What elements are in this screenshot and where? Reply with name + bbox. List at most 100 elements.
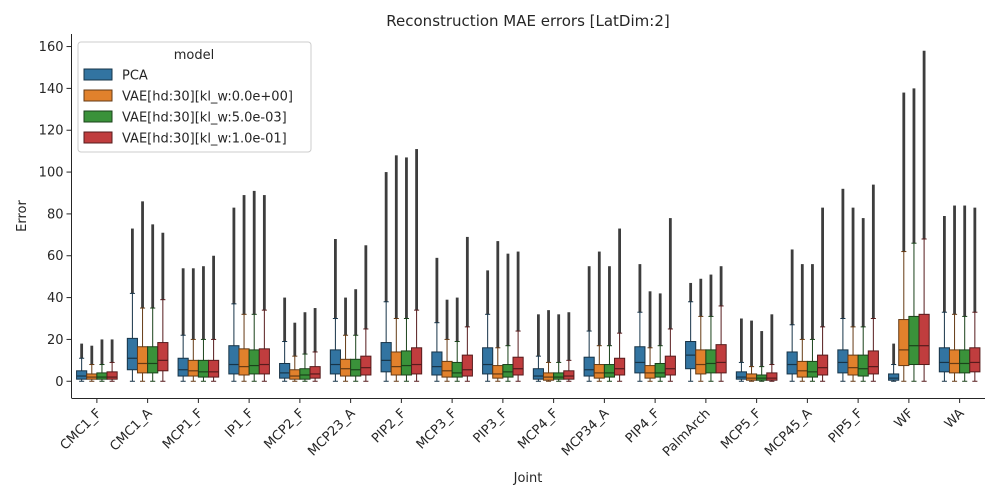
outlier-points: [151, 224, 155, 309]
outlier-points: [496, 241, 500, 348]
y-axis-ticks: 0 20 40 60 80 100 120 140 160: [39, 40, 72, 390]
box-WF-1: [898, 92, 910, 382]
box-CMC1_F-1: [86, 345, 98, 382]
outlier-points: [181, 268, 185, 336]
legend-label: VAE[hd:30][kl_w:1.0e-01]: [122, 132, 287, 147]
box-PIP4_F-1: [644, 291, 656, 382]
box-PIP4_F-0: [634, 264, 646, 382]
iqr-box: [461, 354, 473, 377]
iqr-box: [654, 362, 666, 378]
box-MCP23_A-3: [360, 245, 372, 382]
iqr-box: [360, 355, 372, 376]
x-tick-label: WA: [942, 406, 968, 432]
outlier-points: [668, 218, 672, 329]
box-PIP2_F-1: [390, 155, 402, 382]
iqr-box: [644, 365, 656, 379]
y-tick-label: 120: [39, 124, 64, 139]
outlier-points: [963, 205, 967, 317]
box-WF-0: [888, 343, 900, 382]
outlier-points: [100, 339, 104, 365]
iqr-box: [735, 371, 747, 380]
x-tick-label: MCP3_F: [414, 406, 460, 452]
iqr-box: [157, 342, 169, 372]
iqr-box: [908, 315, 920, 366]
outlier-points: [303, 312, 307, 355]
iqr-box: [177, 357, 189, 377]
x-tick-label: MCP34_A: [559, 406, 612, 459]
x-tick-label: MCP23_A: [305, 406, 358, 459]
box-PIP3_F-0: [482, 270, 494, 382]
iqr-box: [634, 346, 646, 374]
x-tick-label: PIP4_F: [623, 406, 663, 446]
outlier-points: [313, 308, 317, 352]
iqr-box: [593, 364, 605, 379]
box-WA-3: [969, 207, 981, 382]
box-IP1_F-3: [258, 195, 270, 382]
legend: model PCA VAE[hd:30][kl_w:0.0e+00] VAE[hd:…: [77, 41, 312, 153]
outlier-points: [851, 207, 855, 327]
iqr-box: [208, 359, 220, 378]
box-MCP1_F-2: [197, 266, 210, 382]
iqr-box: [806, 360, 819, 378]
box-MCP34_A-1: [593, 251, 605, 382]
iqr-box: [603, 364, 616, 378]
plot-area: [76, 50, 981, 382]
outlier-points: [902, 92, 906, 252]
box-MCP23_A-2: [350, 289, 362, 382]
outlier-points: [648, 291, 652, 348]
iqr-box: [400, 350, 413, 376]
box-WA-0: [938, 216, 950, 382]
iqr-box: [106, 371, 118, 380]
outlier-points: [608, 266, 611, 346]
outlier-points: [587, 266, 591, 332]
box-PalmArch-2: [705, 274, 717, 382]
outlier-points: [557, 314, 561, 363]
iqr-box: [614, 357, 626, 376]
box-CMC1_A-0: [126, 228, 138, 382]
outlier-points: [567, 312, 571, 361]
outlier-points: [811, 264, 814, 340]
iqr-box: [187, 359, 199, 377]
legend-frame: [77, 41, 312, 153]
outlier-points: [262, 195, 266, 311]
outlier-points: [689, 282, 693, 302]
iqr-box: [715, 344, 727, 374]
outlier-points: [202, 266, 205, 340]
iqr-box: [228, 345, 240, 375]
box-MCP4_F-3: [563, 312, 575, 382]
outlier-points: [232, 207, 236, 304]
outlier-points: [841, 188, 845, 319]
iqr-box: [817, 354, 829, 376]
box-CMC1_A-2: [147, 224, 159, 382]
outlier-points: [486, 270, 490, 315]
box-MCP3_F-0: [431, 257, 443, 382]
box-MCP4_F-2: [553, 314, 565, 382]
x-tick-label: PIP5_F: [826, 406, 866, 446]
outlier-points: [740, 318, 743, 363]
box-MCP45_A-3: [817, 207, 829, 382]
outlier-points: [709, 274, 713, 317]
outlier-points: [770, 314, 774, 365]
box-CMC1_A-3: [157, 232, 169, 382]
x-tick-label: MCP4_F: [515, 406, 561, 452]
box-MCP45_A-1: [796, 264, 808, 382]
box-PIP2_F-3: [411, 149, 423, 382]
outlier-points: [638, 264, 642, 313]
x-tick-label: MCP1_F: [160, 406, 206, 452]
y-tick-label: 60: [47, 249, 64, 264]
box-MCP1_F-1: [187, 268, 199, 382]
outlier-points: [455, 297, 459, 342]
x-tick-label: MCP45_A: [762, 406, 815, 459]
iqr-box: [847, 354, 859, 376]
outlier-points: [943, 216, 946, 313]
box-MCP1_F-3: [208, 255, 220, 382]
outlier-points: [547, 310, 550, 363]
outlier-points: [80, 343, 84, 359]
outlier-points: [90, 345, 94, 365]
y-tick-label: 140: [39, 82, 64, 97]
box-PIP5_F-1: [847, 207, 859, 382]
box-PIP2_F-0: [380, 172, 392, 382]
iqr-box: [147, 346, 159, 374]
legend-swatch: [83, 131, 113, 144]
